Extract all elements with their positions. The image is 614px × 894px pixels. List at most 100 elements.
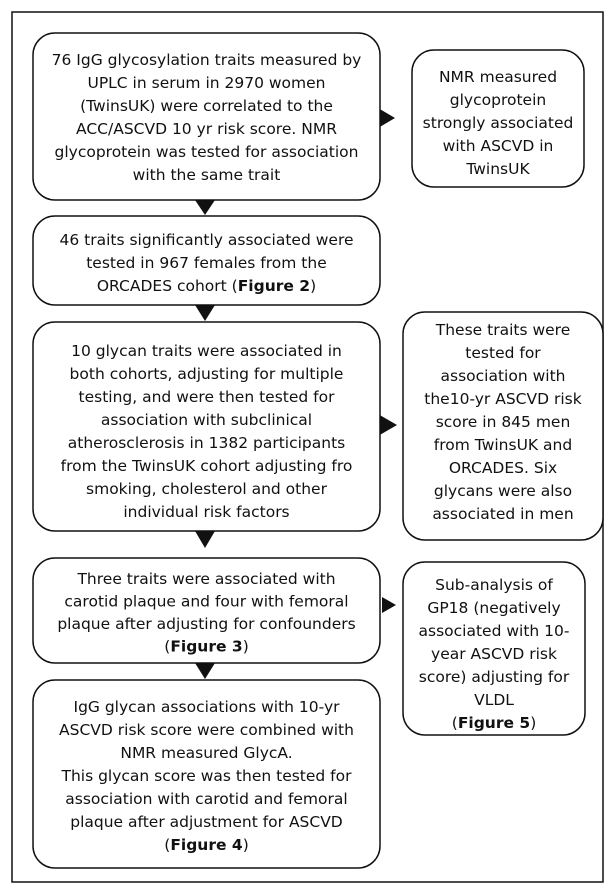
text-span: VLDL (474, 691, 514, 709)
node-text-line: TwinsUK (465, 160, 530, 178)
text-span: GP18 (negatively (427, 599, 560, 617)
text-span: both cohorts, adjusting for multiple (70, 365, 344, 383)
node-text-line: associated with 10- (419, 622, 570, 640)
figure-ref: Figure 3 (170, 637, 242, 655)
text-span: tested in 967 females from the (86, 254, 327, 272)
text-span: NMR measured GlycA. (120, 744, 292, 762)
figure-ref: Figure 2 (238, 277, 310, 295)
text-span: ) (243, 836, 249, 854)
text-span: ( (164, 836, 170, 854)
text-span: association with subclinical (101, 411, 312, 429)
text-span: ACC/ASCVD 10 yr risk score. NMR (76, 120, 337, 138)
node-text-line: 46 traits significantly associated were (59, 231, 353, 249)
node-text-line: NMR measured (439, 68, 557, 86)
node: 10 glycan traits were associated in both … (32, 321, 381, 532)
node: 46 traits significantly associated were t… (32, 215, 381, 306)
text-span: tested for (465, 344, 541, 362)
node: These traits were tested for association w… (402, 311, 604, 541)
arrow-right (378, 108, 395, 128)
node-text-line: UPLC in serum in 2970 women (87, 74, 325, 92)
node: Three traits were associated with carotid… (32, 557, 381, 664)
text-span: smoking, cholesterol and other (86, 480, 328, 498)
arrows (195, 108, 397, 679)
node-text-line: atherosclerosis in 1382 participants (68, 434, 345, 452)
node-text-line: glycoprotein was tested for association (55, 143, 359, 161)
node-box (32, 557, 381, 664)
figure-ref: Figure 5 (458, 714, 530, 732)
text-span: Three traits were associated with (76, 570, 335, 588)
text-span: plaque after adjustment for ASCVD (70, 813, 343, 831)
text-span: ( (164, 637, 170, 655)
node-text-line: the10-yr ASCVD risk (424, 390, 581, 408)
node-box (411, 49, 585, 188)
arrow-down (195, 531, 215, 548)
text-span: atherosclerosis in 1382 participants (68, 434, 345, 452)
text-span: with ASCVD in (443, 137, 554, 155)
arrow-right (378, 414, 397, 436)
node-text-line: both cohorts, adjusting for multiple (70, 365, 344, 383)
node-text-line: ASCVD risk score were combined with (59, 721, 354, 739)
text-span: score) adjusting for (419, 668, 570, 686)
node-text-line: year ASCVD risk (431, 645, 557, 663)
text-span: from the TwinsUK cohort adjusting fro (61, 457, 353, 475)
text-span: glycoprotein was tested for association (55, 143, 359, 161)
figure-ref: Figure 4 (170, 836, 243, 854)
text-span: score in 845 men (436, 413, 571, 431)
text-span: glycans were also (434, 482, 572, 500)
node-text-line: These traits were (435, 321, 570, 339)
node-text-line: with the same trait (133, 166, 281, 184)
arrow-down (195, 200, 215, 215)
node-box (32, 679, 381, 869)
node-text-line: from TwinsUK and (434, 436, 572, 454)
text-span: glycoprotein (450, 91, 546, 109)
text-span: 46 traits significantly associated were (59, 231, 353, 249)
node-text-line: This glycan score was then tested for (60, 767, 352, 785)
node-text-line: glycoprotein (450, 91, 546, 109)
node-box (402, 561, 586, 736)
text-span: strongly associated (423, 114, 574, 132)
text-span: with the same trait (133, 166, 281, 184)
node-text-line: plaque after adjusting for confounders (57, 615, 355, 633)
text-span: ORCADES. Six (449, 459, 557, 477)
text-span: ) (243, 637, 249, 655)
node-box (402, 311, 604, 541)
text-span: ORCADES cohort ( (97, 277, 238, 295)
node-text-line: glycans were also (434, 482, 572, 500)
node-box (32, 215, 381, 306)
node-text-line: (Figure 5) (452, 714, 537, 732)
node-text-line: VLDL (474, 691, 514, 709)
text-span: year ASCVD risk (431, 645, 557, 663)
text-span: UPLC in serum in 2970 women (87, 74, 325, 92)
text-span: carotid plaque and four with femoral (64, 592, 348, 610)
text-span: Sub-analysis of (435, 576, 553, 594)
node-text-line: ACC/ASCVD 10 yr risk score. NMR (76, 120, 337, 138)
node-box (32, 321, 381, 532)
node-text-line: tested in 967 females from the (86, 254, 327, 272)
node: NMR measured glycoprotein strongly associa… (411, 49, 585, 188)
text-span: This glycan score was then tested for (60, 767, 352, 785)
text-span: the10-yr ASCVD risk (424, 390, 581, 408)
node-text-line: ORCADES. Six (449, 459, 557, 477)
text-span: ) (310, 277, 316, 295)
arrow-down (195, 663, 215, 679)
node-text-line: ORCADES cohort (Figure 2) (97, 277, 316, 295)
node-text-line: from the TwinsUK cohort adjusting fro (61, 457, 353, 475)
node-text-line: tested for (465, 344, 541, 362)
node-text-line: GP18 (negatively (427, 599, 560, 617)
text-span: individual risk factors (123, 503, 289, 521)
text-span: plaque after adjusting for confounders (57, 615, 355, 633)
node-text-line: 76 IgG glycosylation traits measured by (52, 51, 362, 69)
text-span: associated with 10- (419, 622, 570, 640)
node-text-line: individual risk factors (123, 503, 289, 521)
node-text-line: IgG glycan associations with 10-yr (74, 698, 341, 716)
node-text-line: (Figure 3) (164, 637, 249, 655)
text-span: from TwinsUK and (434, 436, 572, 454)
text-span: 76 IgG glycosylation traits measured by (52, 51, 362, 69)
node: IgG glycan associations with 10-yr ASCVD … (32, 679, 381, 869)
node-text-line: 10 glycan traits were associated in (71, 342, 342, 360)
node-text-line: carotid plaque and four with femoral (64, 592, 348, 610)
node-text-line: association with subclinical (101, 411, 312, 429)
text-span: (TwinsUK) were correlated to the (80, 97, 333, 115)
node-box (32, 32, 381, 201)
